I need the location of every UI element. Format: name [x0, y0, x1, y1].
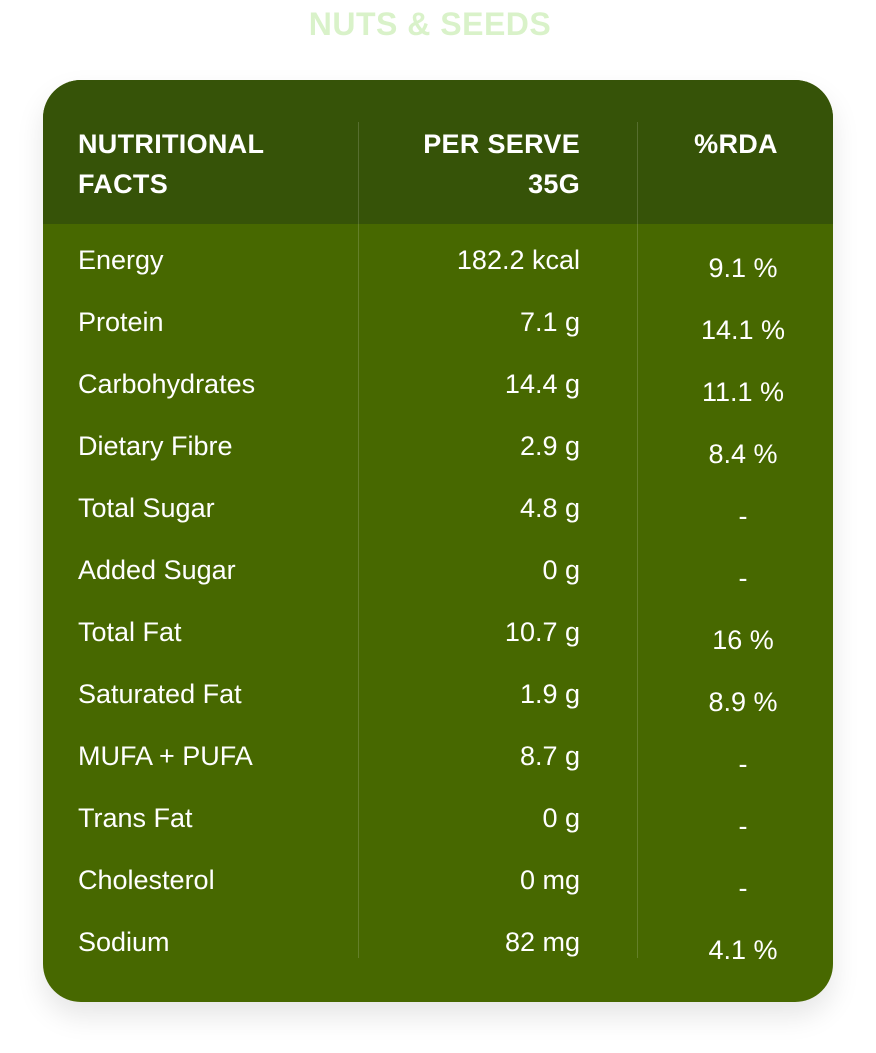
- table-row: Protein 7.1 g 14.1 %: [43, 302, 833, 364]
- table-row: Sodium 82 mg 4.1 %: [43, 922, 833, 984]
- nutrient-name: MUFA + PUFA: [78, 741, 253, 771]
- table-row: Energy 182.2 kcal 9.1 %: [43, 240, 833, 302]
- header-per-serve-line2: 35G: [528, 169, 580, 199]
- table-row: Added Sugar 0 g -: [43, 550, 833, 612]
- rda-value: -: [738, 873, 748, 903]
- nutrient-name: Energy: [78, 245, 164, 275]
- column-divider: [637, 122, 638, 958]
- rda-value: 8.4 %: [708, 439, 778, 469]
- rda-value: -: [738, 501, 748, 531]
- rda-value: -: [738, 563, 748, 593]
- nutrient-name: Trans Fat: [78, 803, 193, 833]
- table-body: Energy 182.2 kcal 9.1 % Protein 7.1 g 14…: [43, 240, 833, 984]
- rda-value: 8.9 %: [708, 687, 778, 717]
- per-serve-value: 7.1 g: [519, 307, 580, 337]
- header-rda: %RDA: [694, 129, 778, 159]
- nutrient-name: Sodium: [78, 927, 170, 957]
- per-serve-value: 8.7 g: [519, 741, 580, 771]
- per-serve-value: 1.9 g: [519, 679, 580, 709]
- per-serve-value: 0 mg: [519, 865, 580, 895]
- rda-value: 16 %: [712, 625, 774, 655]
- table-row: Trans Fat 0 g -: [43, 798, 833, 860]
- rda-value: -: [738, 811, 748, 841]
- nutrient-name: Added Sugar: [78, 555, 236, 585]
- table-row: Total Sugar 4.8 g -: [43, 488, 833, 550]
- nutrient-name: Cholesterol: [78, 865, 215, 895]
- per-serve-value: 0 g: [542, 555, 580, 585]
- table-row: Carbohydrates 14.4 g 11.1 %: [43, 364, 833, 426]
- rda-value: -: [738, 749, 748, 779]
- rda-value: 14.1 %: [700, 315, 786, 345]
- per-serve-value: 4.8 g: [519, 493, 580, 523]
- nutrient-name: Total Sugar: [78, 493, 215, 523]
- nutrition-table: NUTRITIONAL FACTS PER SERVE 35G %RDA Ene…: [43, 80, 833, 1002]
- nutrient-name: Protein: [78, 307, 164, 337]
- rda-value: 11.1 %: [701, 377, 785, 407]
- per-serve-value: 182.2 kcal: [456, 245, 580, 275]
- table-row: Total Fat 10.7 g 16 %: [43, 612, 833, 674]
- page-title: NUTS & SEEDS: [308, 6, 552, 42]
- rda-value: 9.1 %: [708, 253, 778, 283]
- table-header: NUTRITIONAL FACTS PER SERVE 35G %RDA: [43, 80, 833, 224]
- header-nutritional-facts: NUTRITIONAL FACTS: [78, 129, 264, 199]
- table-row: Saturated Fat 1.9 g 8.9 %: [43, 674, 833, 736]
- per-serve-value: 10.7 g: [504, 617, 580, 647]
- table-row: MUFA + PUFA 8.7 g -: [43, 736, 833, 798]
- header-per-serve: PER SERVE 35G: [320, 124, 580, 204]
- header-per-serve-line1: PER SERVE: [423, 129, 580, 159]
- nutrient-name: Saturated Fat: [78, 679, 242, 709]
- column-divider: [358, 122, 359, 958]
- per-serve-value: 82 mg: [504, 927, 580, 957]
- per-serve-value: 14.4 g: [504, 369, 580, 399]
- rda-value: 4.1 %: [708, 935, 778, 965]
- nutrient-name: Carbohydrates: [78, 369, 256, 399]
- nutrient-name: Dietary Fibre: [78, 431, 233, 461]
- per-serve-value: 0 g: [542, 803, 580, 833]
- table-row: Dietary Fibre 2.9 g 8.4 %: [43, 426, 833, 488]
- table-row: Cholesterol 0 mg -: [43, 860, 833, 922]
- per-serve-value: 2.9 g: [519, 431, 580, 461]
- nutrient-name: Total Fat: [78, 617, 182, 647]
